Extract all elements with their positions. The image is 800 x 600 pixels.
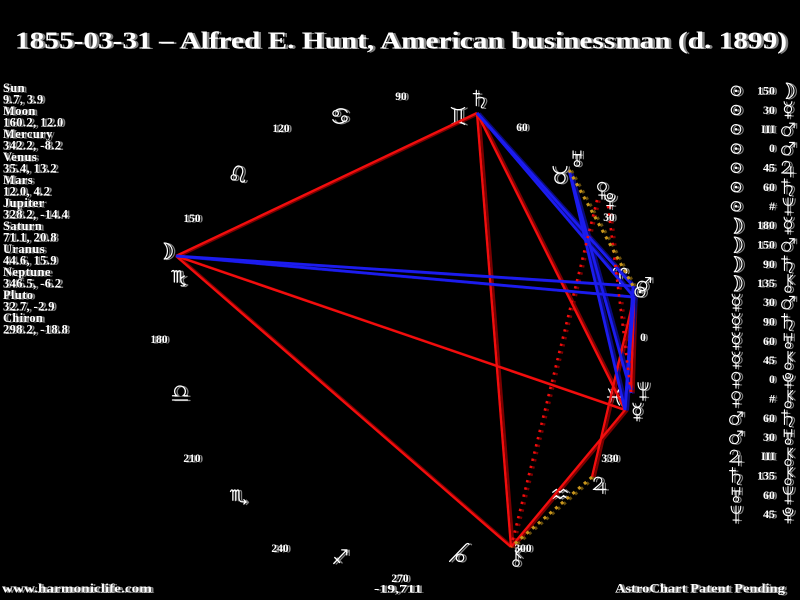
svg-text:Pluto: Pluto <box>3 288 33 302</box>
svg-text:45: 45 <box>763 161 775 175</box>
svg-text:300: 300 <box>514 543 532 555</box>
svg-text:Sun: Sun <box>3 81 25 95</box>
svg-text:32.7, -2.9: 32.7, -2.9 <box>3 299 55 313</box>
svg-text:30: 30 <box>603 212 615 224</box>
svg-text:240: 240 <box>271 543 289 555</box>
svg-text:90: 90 <box>395 91 407 103</box>
svg-text:45: 45 <box>763 507 775 521</box>
svg-text:346.5, -6.2: 346.5, -6.2 <box>3 276 62 290</box>
svg-text:342.2, -8.2: 342.2, -8.2 <box>3 139 62 153</box>
svg-text:0: 0 <box>769 372 775 386</box>
svg-text:60: 60 <box>763 411 775 425</box>
svg-text:180: 180 <box>150 334 168 346</box>
svg-text:35.4, 13.2: 35.4, 13.2 <box>3 162 57 176</box>
svg-text:210: 210 <box>183 453 201 465</box>
svg-text:135: 135 <box>757 276 775 290</box>
svg-text:60: 60 <box>516 122 528 134</box>
svg-text:Saturn: Saturn <box>3 219 42 233</box>
svg-text:60: 60 <box>763 488 775 502</box>
svg-text:330: 330 <box>601 453 619 465</box>
svg-text:9.7, 3.9: 9.7, 3.9 <box>3 93 44 107</box>
svg-text:#: # <box>769 392 775 406</box>
svg-text:Mercury: Mercury <box>3 127 53 141</box>
svg-text:www.harmoniclife.com: www.harmoniclife.com <box>2 582 153 596</box>
svg-text:Venus: Venus <box>3 150 37 164</box>
svg-text:III: III <box>761 122 775 136</box>
svg-text:90: 90 <box>763 257 775 271</box>
svg-text:0: 0 <box>769 141 775 155</box>
svg-text:270: 270 <box>391 573 409 585</box>
svg-text:44.6, 15.9: 44.6, 15.9 <box>3 253 57 267</box>
svg-text:Moon: Moon <box>3 104 36 118</box>
svg-text:0: 0 <box>640 332 646 344</box>
svg-text:Chiron: Chiron <box>3 311 43 325</box>
svg-text:135: 135 <box>757 469 775 483</box>
svg-text:120: 120 <box>272 123 290 135</box>
svg-text:Jupiter: Jupiter <box>3 196 45 210</box>
svg-text:30: 30 <box>763 103 775 117</box>
svg-text:150: 150 <box>757 238 775 252</box>
svg-text:298.2, -18.8: 298.2, -18.8 <box>3 322 68 336</box>
svg-text:Uranus: Uranus <box>3 242 45 256</box>
svg-text:30: 30 <box>763 295 775 309</box>
svg-text:328.2, -14.4: 328.2, -14.4 <box>3 208 69 222</box>
svg-text:45: 45 <box>763 353 775 367</box>
svg-text:Neptune: Neptune <box>3 265 51 279</box>
svg-text:12.0, 4.2: 12.0, 4.2 <box>3 185 50 199</box>
svg-text:1855-03-31 – Alfred E. Hunt, A: 1855-03-31 – Alfred E. Hunt, American bu… <box>15 28 787 54</box>
svg-text:160.2, 12.0: 160.2, 12.0 <box>3 116 64 130</box>
svg-text:Mars: Mars <box>3 173 33 187</box>
svg-text:150: 150 <box>757 84 775 98</box>
svg-text:150: 150 <box>183 213 201 225</box>
svg-text:180: 180 <box>757 218 775 232</box>
svg-text:71.1, 20.8: 71.1, 20.8 <box>3 230 57 244</box>
svg-text:#: # <box>769 199 775 213</box>
svg-text:60: 60 <box>763 180 775 194</box>
svg-text:30: 30 <box>763 430 775 444</box>
svg-text:-19,711: -19,711 <box>374 584 422 596</box>
svg-text:90: 90 <box>763 315 775 329</box>
svg-text:AstroChart Patent Pending: AstroChart Patent Pending <box>615 581 786 596</box>
svg-text:60: 60 <box>763 334 775 348</box>
svg-text:III: III <box>761 449 775 463</box>
